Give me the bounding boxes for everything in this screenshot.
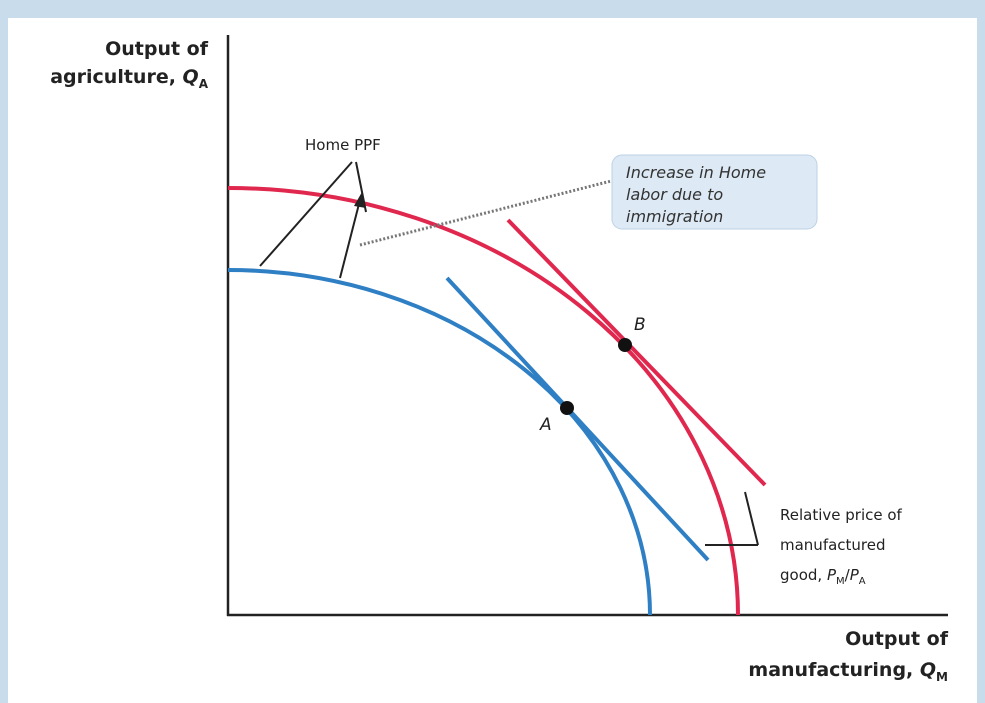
subscript: A <box>199 77 209 91</box>
price-label-line1: Relative price of <box>780 506 903 524</box>
ppf-label: Home PPF <box>305 136 381 154</box>
x-axis-label-line1: Output of <box>845 628 949 650</box>
symbol: Q <box>183 66 199 88</box>
subscript: M <box>836 576 845 587</box>
symbol: P <box>850 566 860 584</box>
arrow-head <box>354 192 366 208</box>
callout-line: Increase in Home <box>626 163 766 182</box>
text: good, <box>780 566 827 584</box>
price-label-line2: manufactured <box>780 536 886 554</box>
slash: / <box>845 566 851 584</box>
ppf-leader <box>259 161 353 267</box>
callout-line: labor due to <box>626 185 723 204</box>
symbol: P <box>827 566 837 584</box>
home-ppf-initial <box>227 268 652 616</box>
price-line-a <box>445 276 710 562</box>
point-b <box>618 338 632 352</box>
home-ppf-after <box>227 186 740 616</box>
shift-arrow <box>339 199 361 279</box>
subscript: A <box>859 576 866 587</box>
canvas <box>8 18 977 703</box>
callout-box <box>611 154 818 230</box>
symbol: Q <box>920 659 936 681</box>
y-axis-label-line2: agriculture, QA <box>50 66 208 91</box>
price-leader <box>744 491 759 546</box>
subscript: M <box>936 670 948 684</box>
price-label-line3: good, PM/PA <box>780 566 866 587</box>
point-b-label: B <box>634 315 646 335</box>
text: manufacturing, <box>748 659 919 681</box>
price-line-b <box>506 218 767 487</box>
point-a-label: A <box>539 415 552 435</box>
point-a <box>560 401 574 415</box>
y-axis-label-line1: Output of <box>105 38 209 60</box>
callout-line: immigration <box>626 207 723 226</box>
text: agriculture, <box>50 66 182 88</box>
x-axis-label-line2: manufacturing, QM <box>748 659 948 684</box>
